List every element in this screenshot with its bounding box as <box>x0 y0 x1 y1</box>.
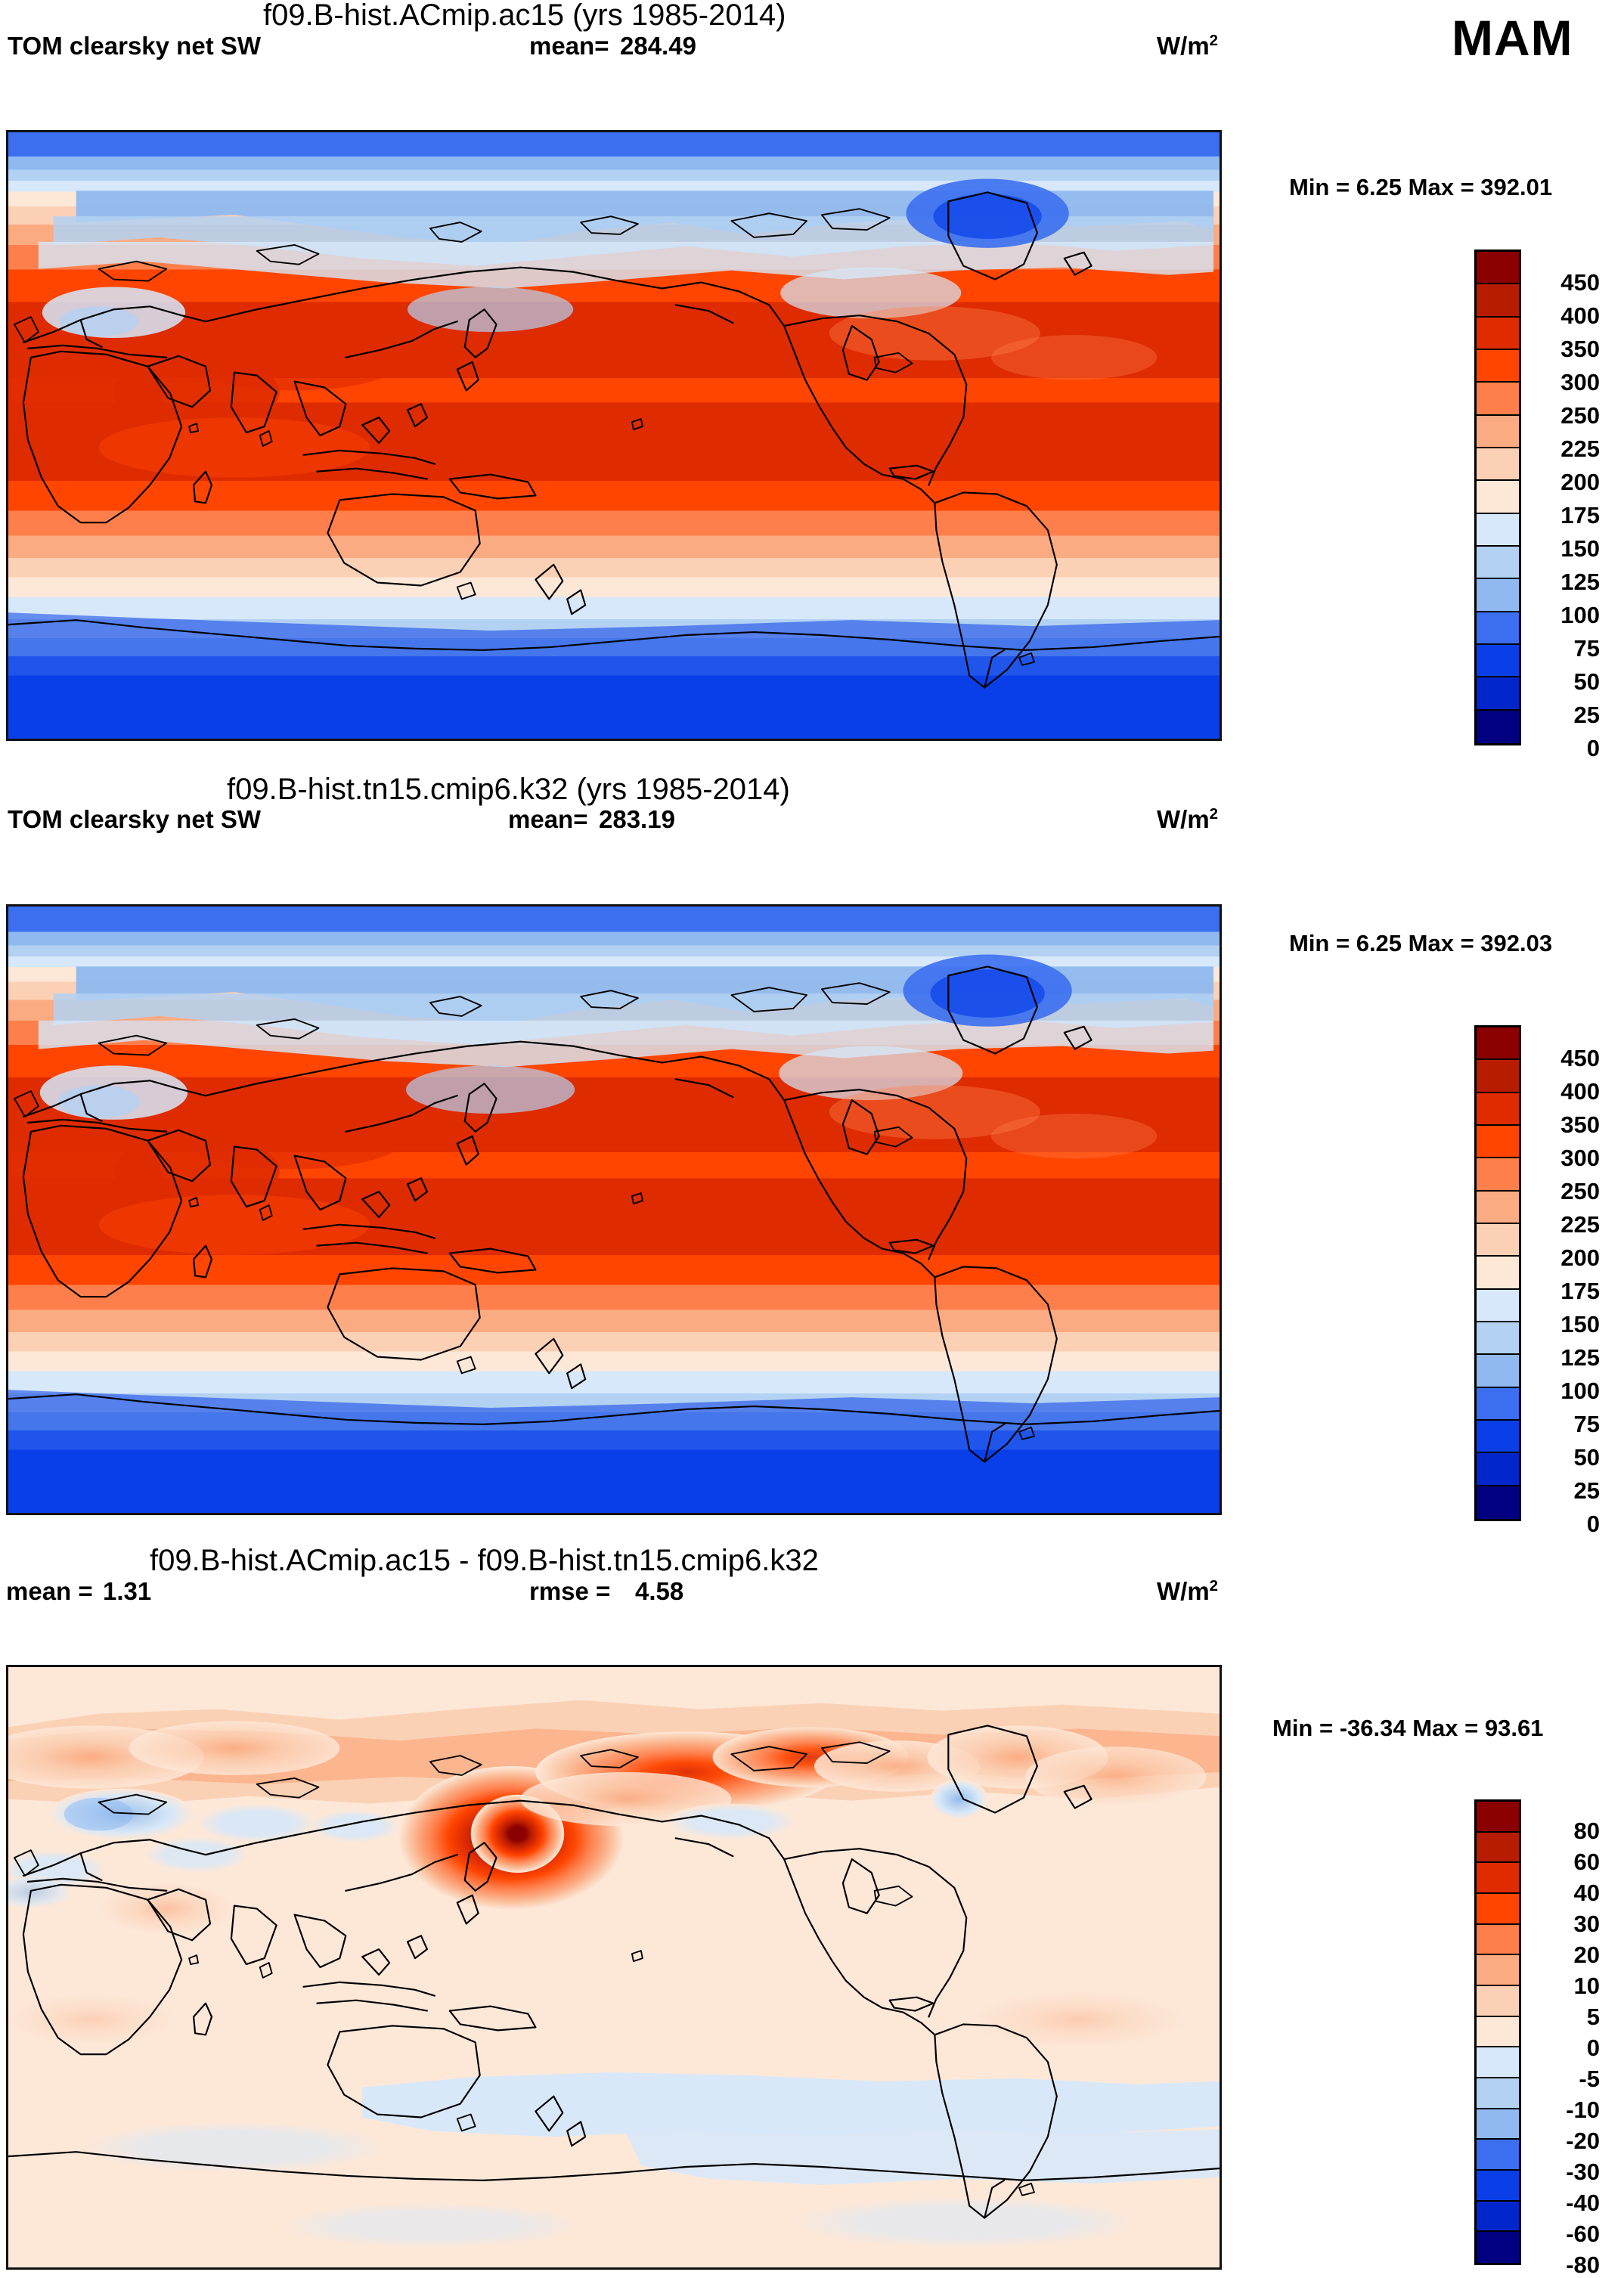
units-text: W/m <box>1157 32 1210 60</box>
cb-tick: 250 <box>1560 402 1600 429</box>
panel-top-coastlines <box>8 191 1220 689</box>
cb-tick: 10 <box>1573 1973 1600 1999</box>
cb-tick: 300 <box>1560 369 1600 395</box>
cb-tick: -5 <box>1579 2066 1600 2092</box>
panel-middle-variable-label: TOM clearsky net SW <box>8 805 262 833</box>
cb-tick: 20 <box>1573 1942 1600 1968</box>
panel-middle-minmax: Min = 6.25 Max = 392.03 <box>1289 930 1553 956</box>
panel-middle-coastlines <box>8 965 1220 1463</box>
cb-tick: 350 <box>1560 1111 1600 1138</box>
panel-top-units: W/m2 <box>1157 32 1218 60</box>
cb-tick: 0 <box>1586 2035 1600 2061</box>
cb-tick: 75 <box>1573 635 1600 662</box>
panel-middle-mean-value: 283.19 <box>599 805 675 833</box>
cb-tick: 300 <box>1560 1145 1600 1171</box>
panel-middle-shading-overlay <box>8 954 1220 1513</box>
panel-middle-title: f09.B-hist.tn15.cmip6.k32 (yrs 1985-2014… <box>227 773 790 806</box>
panel-middle-units: W/m2 <box>1157 805 1218 834</box>
panel-top-title: f09.B-hist.ACmip.ac15 (yrs 1985-2014) <box>263 0 786 32</box>
cb-tick: 100 <box>1560 602 1600 628</box>
units-text: W/m <box>1157 1577 1210 1605</box>
panel-diff-rmse-label: rmse = <box>529 1577 611 1605</box>
cb-tick: 125 <box>1560 1344 1600 1371</box>
units-exponent: 2 <box>1209 32 1219 49</box>
cb-tick: 80 <box>1573 1818 1600 1844</box>
panel-diff-field <box>8 1700 1220 2249</box>
panel-diff-rmse-value: 4.58 <box>635 1577 684 1605</box>
panel-top-colorbar-labels: 450 400 350 300 250 225 200 175 150 125 … <box>1536 249 1600 760</box>
panel-diff-coastlines <box>8 1725 1220 2219</box>
cb-tick: 450 <box>1560 269 1600 296</box>
panel-top-colorbar <box>1474 249 1521 745</box>
cb-tick: 0 <box>1586 735 1600 761</box>
units-exponent: 2 <box>1209 1577 1219 1595</box>
cb-tick: 250 <box>1560 1178 1600 1204</box>
cb-tick: -20 <box>1566 2128 1600 2154</box>
panel-middle-colorbar <box>1474 1025 1521 1521</box>
cb-tick: 175 <box>1560 1278 1600 1304</box>
cb-tick: 5 <box>1586 2004 1600 2030</box>
cb-tick: 225 <box>1560 1211 1600 1238</box>
cb-tick: 200 <box>1560 469 1600 495</box>
panel-middle-mean-label: mean= <box>508 805 588 833</box>
cb-tick: 25 <box>1573 1477 1600 1504</box>
cb-tick: 75 <box>1573 1411 1600 1437</box>
cb-tick: 0 <box>1586 1511 1600 1537</box>
panel-diff-mean-value: 1.31 <box>103 1577 152 1605</box>
panel-top-mean-label: mean= <box>529 32 609 60</box>
cb-tick: 60 <box>1573 1849 1600 1875</box>
panel-diff-colorbar-labels: 80 60 40 30 20 10 5 0 -5 -10 -20 -30 -40… <box>1536 1799 1600 2276</box>
cb-tick: 30 <box>1573 1911 1600 1937</box>
panel-diff-map <box>6 1665 1222 2270</box>
panel-middle-colorbar-labels: 450 400 350 300 250 225 200 175 150 125 … <box>1536 1025 1600 1536</box>
cb-tick: 40 <box>1573 1880 1600 1906</box>
cb-tick: 50 <box>1573 668 1600 695</box>
cb-tick: 125 <box>1560 569 1600 595</box>
cb-tick: 400 <box>1560 1078 1600 1105</box>
cb-tick: 175 <box>1560 502 1600 528</box>
cb-tick: -10 <box>1566 2097 1600 2123</box>
cb-tick: -80 <box>1566 2252 1600 2278</box>
units-text: W/m <box>1157 805 1210 833</box>
cb-tick: -30 <box>1566 2159 1600 2185</box>
cb-tick: 225 <box>1560 435 1600 462</box>
panel-diff-mean-label: mean = <box>6 1577 93 1605</box>
panel-top-shading-overlay <box>8 178 1220 739</box>
panel-diff-units: W/m2 <box>1157 1577 1218 1606</box>
panel-diff-colorbar <box>1474 1799 1521 2265</box>
panel-diff-title: f09.B-hist.ACmip.ac15 - f09.B-hist.tn15.… <box>150 1544 819 1577</box>
season-label: MAM <box>1452 10 1573 66</box>
units-exponent: 2 <box>1209 805 1219 823</box>
cb-tick: -60 <box>1566 2221 1600 2247</box>
cb-tick: 150 <box>1560 1311 1600 1337</box>
panel-top-minmax: Min = 6.25 Max = 392.01 <box>1289 174 1553 200</box>
panel-top-mean-value: 284.49 <box>620 32 696 60</box>
cb-tick: 50 <box>1573 1444 1600 1471</box>
cb-tick: 350 <box>1560 336 1600 362</box>
cb-tick: 450 <box>1560 1045 1600 1071</box>
panel-top-variable-label: TOM clearsky net SW <box>8 32 262 60</box>
cb-tick: 150 <box>1560 535 1600 562</box>
cb-tick: -40 <box>1566 2190 1600 2216</box>
panel-top-map <box>6 130 1222 741</box>
panel-middle-map <box>6 904 1222 1515</box>
cb-tick: 400 <box>1560 302 1600 329</box>
cb-tick: 200 <box>1560 1244 1600 1271</box>
cb-tick: 25 <box>1573 702 1600 728</box>
cb-tick: 100 <box>1560 1378 1600 1404</box>
panel-diff-minmax: Min = -36.34 Max = 93.61 <box>1272 1715 1544 1741</box>
